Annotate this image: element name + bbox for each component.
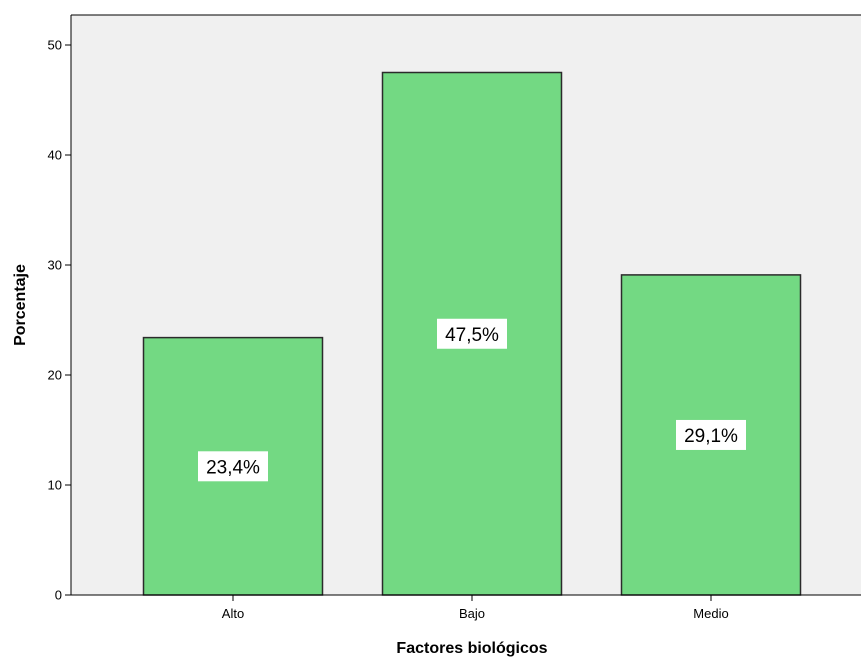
- x-tick-label: Alto: [222, 606, 244, 621]
- data-label-box: [676, 419, 746, 450]
- y-tick-label: 30: [48, 258, 62, 273]
- y-tick-label: 40: [48, 148, 62, 163]
- x-axis-title: Factores biológicos: [396, 640, 547, 657]
- data-label-box: [437, 318, 507, 349]
- x-tick-label: Medio: [693, 606, 728, 621]
- bars: 23,4% 47,5% 29,1%: [142, 71, 802, 596]
- bar-alto: [142, 336, 324, 596]
- y-tick-label: 0: [55, 588, 62, 603]
- data-label: 29,1%: [684, 426, 738, 447]
- y-tick-label: 10: [48, 478, 62, 493]
- y-tick-label: 20: [48, 368, 62, 383]
- y-tick-label: 50: [48, 38, 62, 53]
- y-axis-title: Porcentaje: [12, 264, 29, 346]
- x-tick-label: Bajo: [459, 606, 485, 621]
- data-label: 23,4%: [206, 457, 260, 478]
- data-label: 47,5%: [445, 325, 499, 346]
- x-axis-ticks: Alto Bajo Medio: [222, 595, 729, 621]
- data-label-box: [198, 451, 268, 482]
- y-axis-ticks: 0 10 20 30 40 50: [48, 38, 71, 603]
